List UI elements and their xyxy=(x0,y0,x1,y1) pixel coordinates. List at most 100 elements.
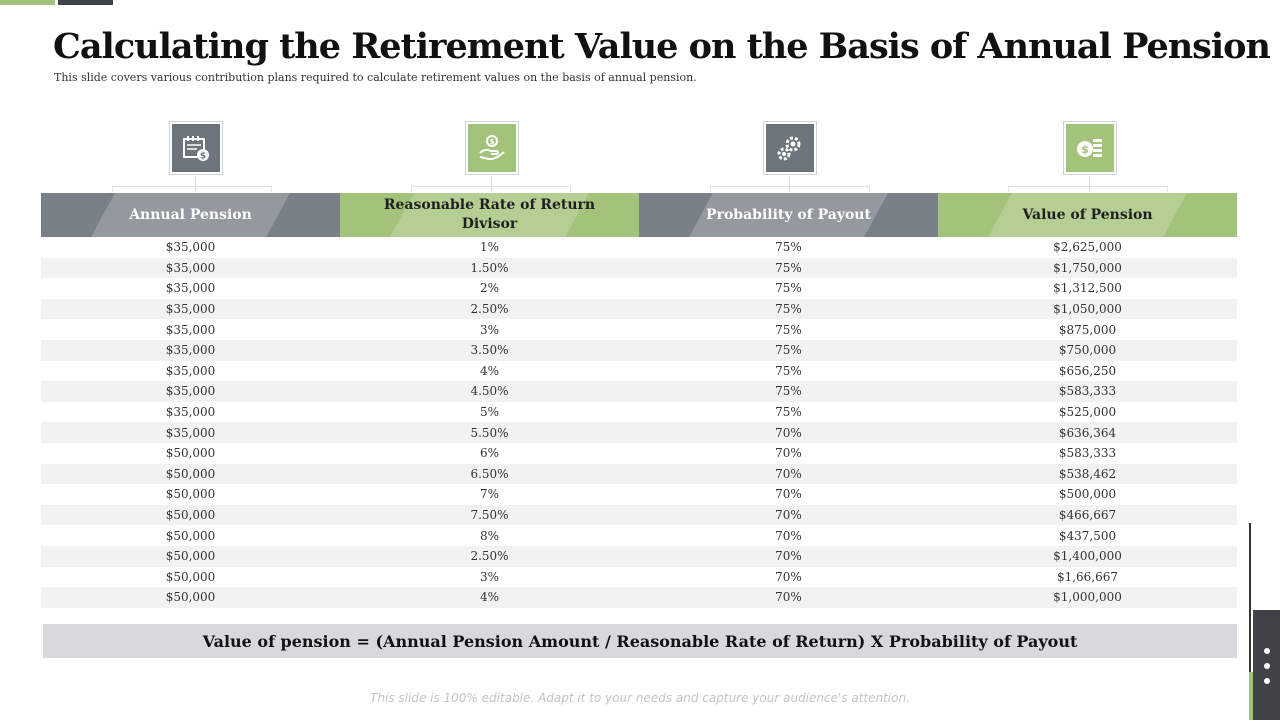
cell-annual-pension: $35,000 xyxy=(41,381,340,402)
header-annual-pension: Annual Pension xyxy=(41,193,340,237)
cell-value-of-pension: $1,000,000 xyxy=(938,587,1237,608)
cell-value-of-pension: $500,000 xyxy=(1058,487,1117,502)
cell-probability: 75% xyxy=(639,257,938,279)
cell-rate-of-return: 4.50% xyxy=(340,381,639,402)
side-menu-button[interactable] xyxy=(1253,610,1280,720)
cell-annual-pension: $50,000 xyxy=(41,504,340,526)
cell-value-of-pension: $583,333 xyxy=(938,381,1237,402)
cell-value-of-pension: $583,333 xyxy=(1058,446,1117,461)
cell-probability: 70% xyxy=(775,569,802,584)
bracket-4 xyxy=(1008,186,1168,192)
cell-value-of-pension: $875,000 xyxy=(1058,322,1117,337)
cell-annual-pension: $50,000 xyxy=(165,528,216,543)
cell-rate-of-return: 2.50% xyxy=(340,545,639,567)
cell-rate-of-return: 3% xyxy=(479,322,500,337)
table-row: $50,000 7% 70% $500,000 xyxy=(41,484,1237,505)
cell-value-of-pension: $1,312,500 xyxy=(1053,281,1122,296)
cell-annual-pension: $35,000 xyxy=(41,257,340,279)
cell-rate-of-return: 2.50% xyxy=(340,298,639,320)
cell-annual-pension: $35,000 xyxy=(165,363,216,378)
cell-rate-of-return: 6.50% xyxy=(340,463,639,485)
connector-1 xyxy=(195,176,196,192)
icon-column-2: $ xyxy=(465,121,519,175)
cell-rate-of-return: 5.50% xyxy=(340,422,639,443)
cell-value-of-pension: $437,500 xyxy=(1058,528,1117,543)
table-row: $35,000 4.50% 75% $583,333 xyxy=(41,381,1237,402)
icon-column-3 xyxy=(763,121,817,175)
cell-annual-pension: $50,000 xyxy=(165,569,216,584)
gears-icon xyxy=(763,121,817,175)
bracket-3 xyxy=(710,186,870,192)
table-header-row: Annual Pension Reasonable Rate of Return… xyxy=(41,193,1237,237)
svg-text:$: $ xyxy=(200,152,206,162)
cell-rate-of-return: 1.50% xyxy=(340,257,639,279)
cell-annual-pension: $50,000 xyxy=(41,463,340,485)
cell-annual-pension: $35,000 xyxy=(165,240,216,255)
cell-value-of-pension: $636,364 xyxy=(938,422,1237,443)
cell-value-of-pension: $538,462 xyxy=(938,463,1237,485)
cell-value-of-pension: $656,250 xyxy=(1058,363,1117,378)
connector-4 xyxy=(1089,176,1090,192)
page-title: Calculating the Retirement Value on the … xyxy=(53,26,1271,67)
cell-annual-pension: $50,000 xyxy=(41,587,340,608)
formula-bar: Value of pension = (Annual Pension Amoun… xyxy=(43,624,1237,658)
header-value-of-pension: Value of Pension xyxy=(938,193,1237,237)
svg-text:$: $ xyxy=(490,138,495,146)
cell-annual-pension: $50,000 xyxy=(165,487,216,502)
side-line xyxy=(1249,523,1251,720)
page-subtitle: This slide covers various contribution p… xyxy=(54,71,697,84)
table-row: $50,000 7.50% 70% $466,667 xyxy=(41,504,1237,526)
cell-annual-pension: $50,000 xyxy=(165,446,216,461)
top-accent-dark xyxy=(58,0,113,5)
header-probability-of-payout: Probability of Payout xyxy=(639,193,938,237)
table-body: $35,000 1% 75% $2,625,000 $35,000 1.50% 75% $1,… xyxy=(41,237,1237,608)
connector-3 xyxy=(789,176,790,192)
icon-column-1: $ xyxy=(169,121,223,175)
cell-probability: 70% xyxy=(639,422,938,443)
cell-probability: 75% xyxy=(775,363,802,378)
cell-rate-of-return: 4% xyxy=(340,587,639,608)
cell-probability: 70% xyxy=(775,528,802,543)
cell-annual-pension: $35,000 xyxy=(41,422,340,443)
table-row: $50,000 2.50% 70% $1,400,000 xyxy=(41,545,1237,567)
table-row: $35,000 5% 75% $525,000 xyxy=(41,402,1237,423)
table-row: $50,000 3% 70% $1,66,667 xyxy=(41,567,1237,588)
cell-probability: 70% xyxy=(775,446,802,461)
table-row: $35,000 5.50% 70% $636,364 xyxy=(41,422,1237,443)
cell-probability: 75% xyxy=(639,381,938,402)
cell-probability: 75% xyxy=(775,240,802,255)
cell-probability: 75% xyxy=(775,281,802,296)
cell-rate-of-return: 2% xyxy=(479,281,500,296)
cell-value-of-pension: $1,750,000 xyxy=(938,257,1237,279)
cell-value-of-pension: $466,667 xyxy=(938,504,1237,526)
table-row: $50,000 6.50% 70% $538,462 xyxy=(41,463,1237,485)
cell-rate-of-return: 7% xyxy=(479,487,500,502)
table-row: $50,000 8% 70% $437,500 xyxy=(41,525,1237,546)
table-row: $35,000 3% 75% $875,000 xyxy=(41,319,1237,340)
side-accent xyxy=(1249,672,1253,720)
cell-value-of-pension: $525,000 xyxy=(1058,405,1117,420)
table-row: $35,000 4% 75% $656,250 xyxy=(41,361,1237,382)
cell-probability: 70% xyxy=(639,587,938,608)
menu-dot-icon xyxy=(1264,678,1270,684)
table-row: $50,000 4% 70% $1,000,000 xyxy=(41,587,1237,608)
svg-text:$: $ xyxy=(1081,143,1089,156)
cell-value-of-pension: $2,625,000 xyxy=(1053,240,1122,255)
cell-annual-pension: $35,000 xyxy=(165,322,216,337)
menu-dot-icon xyxy=(1264,663,1270,669)
cell-probability: 75% xyxy=(639,298,938,320)
top-accent-green xyxy=(0,0,55,5)
icon-column-4: $ xyxy=(1063,121,1117,175)
connector-2 xyxy=(491,176,492,192)
cell-probability: 70% xyxy=(639,504,938,526)
cell-rate-of-return: 1% xyxy=(479,240,500,255)
cell-value-of-pension: $1,66,667 xyxy=(1056,569,1119,584)
cell-rate-of-return: 6% xyxy=(479,446,500,461)
footer-note: This slide is 100% editable. Adapt it to… xyxy=(370,691,910,705)
cell-probability: 75% xyxy=(775,322,802,337)
table-row: $35,000 2.50% 75% $1,050,000 xyxy=(41,298,1237,320)
money-stack-icon: $ xyxy=(1063,121,1117,175)
cell-rate-of-return: 8% xyxy=(479,528,500,543)
cell-annual-pension: $35,000 xyxy=(41,298,340,320)
pension-table: Annual Pension Reasonable Rate of Return… xyxy=(41,193,1237,608)
